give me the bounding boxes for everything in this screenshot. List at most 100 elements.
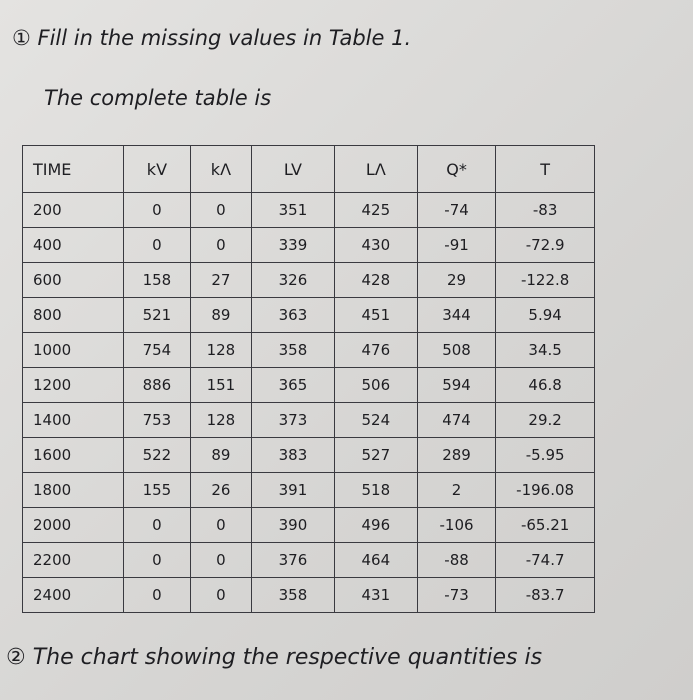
column-header: LΛ: [333, 145, 418, 193]
table-cell: 376: [250, 542, 335, 578]
table-row: 1600 522 89 383 527 289 -5.95: [22, 437, 595, 473]
table-cell: 0: [189, 542, 252, 578]
table-cell: 326: [250, 262, 335, 298]
table-cell: 383: [250, 437, 335, 473]
table-cell: 0: [189, 227, 252, 263]
table-cell: 344: [416, 297, 497, 333]
table-cell: 351: [250, 192, 335, 228]
table-cell: 522: [123, 437, 191, 473]
table-cell: 886: [123, 367, 191, 403]
table-cell: -83: [495, 192, 595, 228]
table-cell: -196.08: [495, 472, 595, 508]
table-cell: 200: [22, 192, 124, 228]
footer-note: ② The chart showing the respective quant…: [6, 645, 543, 670]
table-cell: 496: [333, 507, 418, 543]
table-cell: 339: [250, 227, 335, 263]
table-cell: 5.94: [495, 297, 595, 333]
table-cell: 89: [189, 437, 252, 473]
table-cell: 521: [123, 297, 191, 333]
table-row: 400 0 0 339 430 -91 -72.9: [22, 227, 595, 263]
table-cell: -91: [416, 227, 497, 263]
subtitle: The complete table is: [44, 86, 272, 110]
table-cell: 155: [123, 472, 191, 508]
table-cell: 753: [123, 402, 191, 438]
table-cell: 754: [123, 332, 191, 368]
table-cell: 464: [333, 542, 418, 578]
table-cell: 128: [189, 332, 252, 368]
table-cell: -72.9: [495, 227, 595, 263]
table-cell: 430: [333, 227, 418, 263]
table-cell: -83.7: [495, 577, 595, 613]
table-cell: 29: [416, 262, 497, 298]
table-cell: 474: [416, 402, 497, 438]
table-cell: 600: [22, 262, 124, 298]
table-cell: 27: [189, 262, 252, 298]
table-cell: 1800: [22, 472, 124, 508]
table-cell: 358: [250, 577, 335, 613]
table-cell: 524: [333, 402, 418, 438]
table-cell: 431: [333, 577, 418, 613]
table-cell: -74: [416, 192, 497, 228]
table-cell: 358: [250, 332, 335, 368]
table-cell: 506: [333, 367, 418, 403]
column-header: T: [495, 145, 595, 193]
table-cell: -122.8: [495, 262, 595, 298]
table-cell: 289: [416, 437, 497, 473]
table-cell: 476: [333, 332, 418, 368]
table-cell: 1200: [22, 367, 124, 403]
table-body: 200 0 0 351 425 -74 -83 400 0 0 339 430 -91 -72.9 600 1…: [22, 192, 595, 613]
table-row: 1200 886 151 365 506 594 46.8: [22, 367, 595, 403]
table-cell: -5.95: [495, 437, 595, 473]
table-cell: 2000: [22, 507, 124, 543]
table-cell: -88: [416, 542, 497, 578]
table-cell: 0: [189, 507, 252, 543]
table-cell: 451: [333, 297, 418, 333]
column-header: LV: [250, 145, 335, 193]
table-cell: 400: [22, 227, 124, 263]
table-cell: 527: [333, 437, 418, 473]
data-table: TIME kV kΛ LV LΛ Q* T 200 0 0 351 425 -74 -83 400 0 0 33…: [22, 145, 595, 613]
table-cell: -74.7: [495, 542, 595, 578]
table-row: 800 521 89 363 451 344 5.94: [22, 297, 595, 333]
table-row: 200 0 0 351 425 -74 -83: [22, 192, 595, 228]
table-cell: 0: [123, 507, 191, 543]
table-cell: 390: [250, 507, 335, 543]
table-cell: 1400: [22, 402, 124, 438]
table-cell: 89: [189, 297, 252, 333]
table-cell: 508: [416, 332, 497, 368]
table-cell: -106: [416, 507, 497, 543]
table-cell: 1600: [22, 437, 124, 473]
table-cell: 2400: [22, 577, 124, 613]
header-row: TIME kV kΛ LV LΛ Q* T: [22, 145, 595, 193]
table-cell: -65.21: [495, 507, 595, 543]
table-cell: 0: [189, 577, 252, 613]
table-row: 600 158 27 326 428 29 -122.8: [22, 262, 595, 298]
table-cell: 363: [250, 297, 335, 333]
table-row: 1000 754 128 358 476 508 34.5: [22, 332, 595, 368]
table-row: 2000 0 0 390 496 -106 -65.21: [22, 507, 595, 543]
table-cell: 0: [123, 192, 191, 228]
table-row: 2400 0 0 358 431 -73 -83.7: [22, 577, 595, 613]
table-cell: 0: [123, 227, 191, 263]
table-cell: 1000: [22, 332, 124, 368]
table-cell: 428: [333, 262, 418, 298]
column-header: kV: [123, 145, 191, 193]
table-cell: 518: [333, 472, 418, 508]
table-cell: 0: [123, 542, 191, 578]
table-cell: 373: [250, 402, 335, 438]
table-row: 1400 753 128 373 524 474 29.2: [22, 402, 595, 438]
table-cell: 29.2: [495, 402, 595, 438]
column-header: TIME: [22, 145, 124, 193]
table-row: 2200 0 0 376 464 -88 -74.7: [22, 542, 595, 578]
table-cell: 151: [189, 367, 252, 403]
table-cell: 365: [250, 367, 335, 403]
table-cell: 26: [189, 472, 252, 508]
table-cell: 46.8: [495, 367, 595, 403]
table-cell: 425: [333, 192, 418, 228]
table-cell: 128: [189, 402, 252, 438]
table-cell: 391: [250, 472, 335, 508]
table-cell: 158: [123, 262, 191, 298]
table-cell: 2200: [22, 542, 124, 578]
table-cell: -73: [416, 577, 497, 613]
